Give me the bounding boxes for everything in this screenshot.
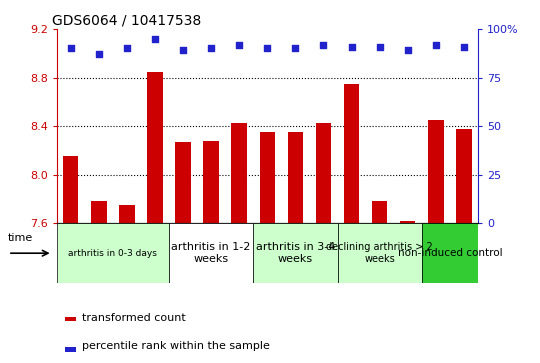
- Bar: [57, 223, 169, 283]
- Text: GSM1498298: GSM1498298: [319, 223, 328, 279]
- Bar: [169, 223, 253, 283]
- Bar: [400, 221, 415, 223]
- Point: [347, 44, 356, 49]
- Point: [291, 45, 300, 51]
- Bar: [316, 122, 331, 223]
- Bar: [176, 142, 191, 223]
- Text: GSM1498303: GSM1498303: [460, 223, 468, 280]
- Text: GSM1498293: GSM1498293: [179, 223, 187, 279]
- Text: time: time: [8, 233, 33, 243]
- Bar: [260, 132, 275, 223]
- Text: GSM1498302: GSM1498302: [431, 223, 440, 279]
- Bar: [65, 317, 76, 322]
- Bar: [338, 223, 422, 283]
- Bar: [288, 132, 303, 223]
- Point: [94, 52, 103, 57]
- Text: arthritis in 0-3 days: arthritis in 0-3 days: [69, 249, 157, 258]
- Point: [263, 45, 272, 51]
- Point: [123, 45, 131, 51]
- Point: [66, 45, 75, 51]
- Text: GSM1498296: GSM1498296: [263, 223, 272, 279]
- Bar: [253, 223, 338, 283]
- Text: GSM1498300: GSM1498300: [375, 223, 384, 279]
- Bar: [456, 129, 471, 223]
- Text: arthritis in 1-2
weeks: arthritis in 1-2 weeks: [172, 242, 251, 264]
- Point: [207, 45, 215, 51]
- Text: arthritis in 3-4
weeks: arthritis in 3-4 weeks: [256, 242, 335, 264]
- Point: [403, 48, 412, 53]
- Point: [179, 48, 187, 53]
- Point: [151, 36, 159, 42]
- Text: GSM1498297: GSM1498297: [291, 223, 300, 279]
- Bar: [422, 223, 478, 283]
- Bar: [344, 83, 359, 223]
- Bar: [428, 120, 443, 223]
- Bar: [119, 205, 134, 223]
- Text: GDS6064 / 10417538: GDS6064 / 10417538: [52, 14, 202, 28]
- Bar: [63, 156, 78, 223]
- Text: GSM1498292: GSM1498292: [151, 223, 159, 279]
- Text: GSM1498291: GSM1498291: [123, 223, 131, 279]
- Text: GSM1498294: GSM1498294: [207, 223, 215, 279]
- Point: [375, 44, 384, 49]
- Bar: [147, 72, 163, 223]
- Point: [235, 42, 244, 48]
- Text: GSM1498299: GSM1498299: [347, 223, 356, 279]
- Point: [319, 42, 328, 48]
- Text: transformed count: transformed count: [82, 313, 186, 323]
- Text: GSM1498301: GSM1498301: [403, 223, 412, 279]
- Bar: [65, 347, 76, 351]
- Bar: [91, 201, 106, 223]
- Text: GSM1498295: GSM1498295: [235, 223, 244, 279]
- Text: declining arthritis > 2
weeks: declining arthritis > 2 weeks: [326, 242, 433, 264]
- Text: GSM1498289: GSM1498289: [66, 223, 75, 279]
- Point: [460, 44, 468, 49]
- Point: [431, 42, 440, 48]
- Text: GSM1498290: GSM1498290: [94, 223, 103, 279]
- Text: non-induced control: non-induced control: [397, 248, 502, 258]
- Bar: [232, 122, 247, 223]
- Bar: [372, 201, 387, 223]
- Text: percentile rank within the sample: percentile rank within the sample: [82, 341, 270, 351]
- Bar: [204, 141, 219, 223]
